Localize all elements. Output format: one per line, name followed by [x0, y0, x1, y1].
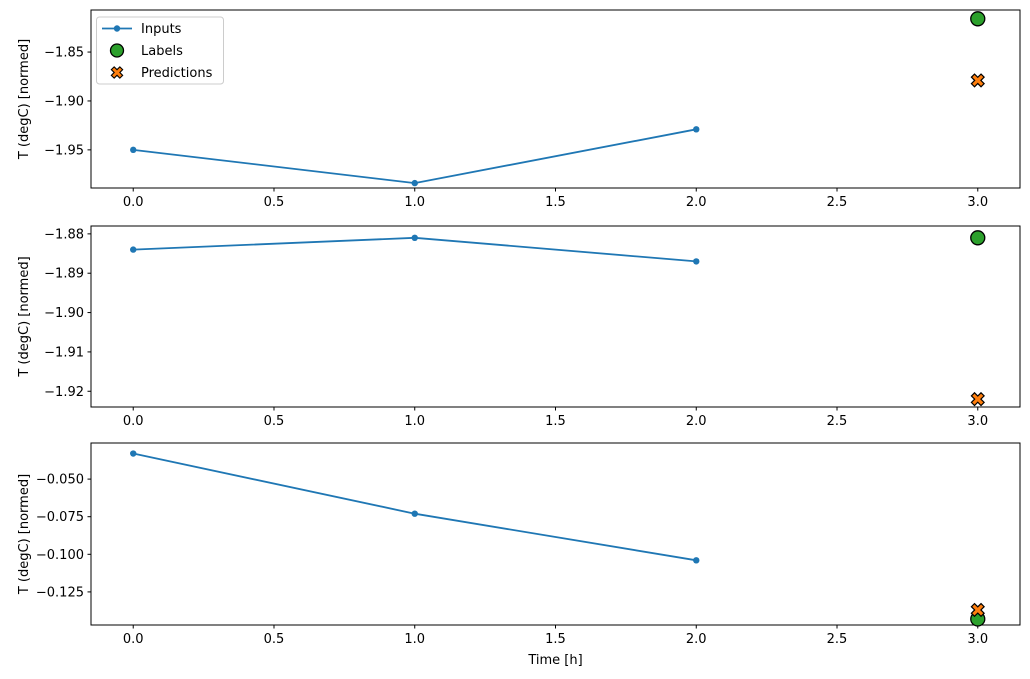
inputs-point-marker: [411, 234, 418, 242]
y-tick-label: −1.85: [44, 46, 84, 61]
x-tick-label: 0.0: [123, 414, 144, 429]
inputs-line: [133, 452, 697, 562]
legend: Inputs Labels Predictions: [96, 16, 224, 85]
x-tick-label: 2.5: [827, 414, 848, 429]
legend-label: Predictions: [141, 66, 213, 81]
inputs-point-marker: [130, 246, 137, 253]
inputs-point-marker: [693, 557, 700, 564]
x-tick-label: 2.0: [686, 632, 707, 647]
predictions-x-marker: [970, 73, 985, 88]
inputs-point-marker: [693, 126, 700, 133]
y-tick-label: −1.88: [44, 227, 84, 242]
x-tick-label: 1.5: [545, 195, 566, 210]
legend-box: [96, 16, 224, 85]
y-tick-label: −1.90: [44, 94, 84, 109]
x-tick-label: 2.0: [686, 414, 707, 429]
y-tick-label: −1.95: [44, 143, 84, 158]
legend-item-inputs: Inputs: [102, 22, 182, 37]
subplot-1: −1.85 −1.90 −1.95 0.0 0.5 1.0 1.5 2.0 2.5 3.0 T (d…: [17, 9, 1021, 210]
y-tick-label: −1.91: [44, 345, 84, 360]
x-tick-label: 2.5: [827, 632, 848, 647]
inputs-point-marker: [693, 258, 700, 265]
x-tick-label: 0.5: [264, 632, 285, 647]
subplot-2: −1.88 −1.89 −1.90 −1.91 −1.92 0.0 0.5 1.0 1.5 2.0…: [17, 225, 1021, 429]
x-tick-label: 0.0: [123, 632, 144, 647]
y-tick-label: −0.125: [36, 585, 84, 600]
x-tick-label: 1.5: [545, 414, 566, 429]
x-tick-label: 3.0: [967, 414, 988, 429]
x-tick-label: 2.0: [686, 195, 707, 210]
x-tick-label: 0.5: [264, 414, 285, 429]
x-tick-label: 1.5: [545, 632, 566, 647]
legend-line-dot-icon: [113, 25, 121, 32]
legend-item-predictions: Predictions: [110, 66, 213, 81]
inputs-point-marker: [411, 510, 418, 517]
y-tick-label: −1.90: [44, 306, 84, 321]
x-tick-label: 2.5: [827, 195, 848, 210]
legend-circle-icon: [109, 43, 125, 58]
x-tick-label: 0.5: [264, 195, 285, 210]
inputs-point-marker: [411, 179, 418, 187]
axes-frame: [90, 225, 1021, 408]
labels-point-marker: [970, 230, 986, 246]
legend-item-labels: Labels: [109, 43, 183, 59]
y-axis-label: T (degC) [normed]: [17, 474, 32, 595]
predictions-x-marker: [970, 391, 985, 407]
y-tick-label: −1.89: [44, 267, 84, 282]
legend-x-icon: [110, 66, 124, 79]
subplot-3: −0.050 −0.075 −0.100 −0.125 0.0 0.5 1.0 1.5 2.0 2…: [17, 442, 1021, 668]
inputs-line: [133, 236, 697, 263]
labels-point-marker: [970, 11, 986, 27]
inputs-line: [133, 128, 697, 185]
x-tick-label: 1.0: [404, 414, 425, 429]
x-tick-label: 0.0: [123, 195, 144, 210]
legend-label: Labels: [141, 44, 183, 59]
x-tick-label: 3.0: [967, 195, 988, 210]
x-tick-label: 1.0: [404, 632, 425, 647]
y-tick-label: −0.100: [36, 548, 84, 563]
y-axis-label: T (degC) [normed]: [17, 39, 32, 160]
x-tick-label: 1.0: [404, 195, 425, 210]
y-tick-label: −0.075: [36, 510, 84, 525]
y-tick-label: −0.050: [36, 473, 84, 488]
y-axis-label: T (degC) [normed]: [17, 256, 32, 377]
y-tick-label: −1.92: [44, 385, 84, 400]
inputs-point-marker: [130, 450, 137, 457]
x-tick-label: 3.0: [967, 632, 988, 647]
x-axis-label: Time [h]: [527, 653, 582, 668]
axes-frame: [90, 442, 1021, 626]
inputs-point-marker: [130, 146, 137, 154]
predictions-x-marker: [970, 602, 985, 618]
legend-label: Inputs: [141, 22, 182, 37]
